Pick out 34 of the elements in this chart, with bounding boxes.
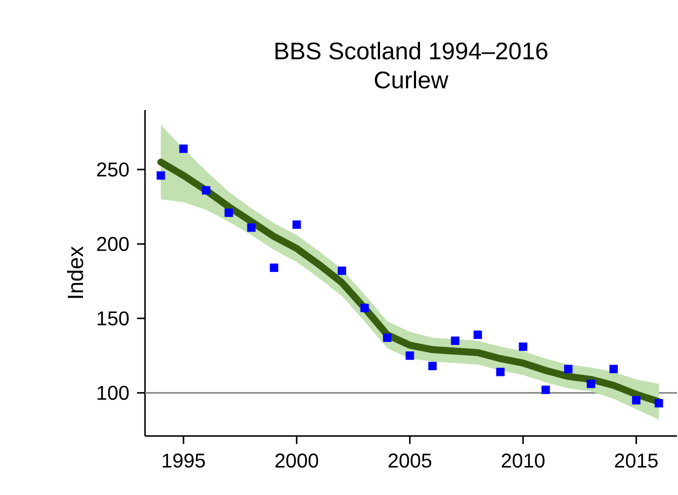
point xyxy=(179,144,188,153)
x-tick-label: 2015 xyxy=(615,454,658,468)
point xyxy=(406,351,414,360)
point xyxy=(450,336,460,345)
y-tick-label: 150 xyxy=(98,311,129,326)
point xyxy=(156,171,166,180)
point xyxy=(632,396,640,404)
point xyxy=(474,330,482,339)
point xyxy=(496,368,505,376)
point xyxy=(586,380,596,388)
x-tick-label: 2000 xyxy=(275,454,318,468)
point xyxy=(338,266,346,275)
point xyxy=(609,364,618,374)
x-tick-label: 1995 xyxy=(162,454,205,468)
point xyxy=(383,334,392,342)
point xyxy=(428,362,437,370)
point xyxy=(202,186,210,195)
point xyxy=(518,342,528,351)
point xyxy=(360,304,369,312)
y-tick-label: 100 xyxy=(98,386,129,400)
x-tick-label: 2005 xyxy=(388,454,432,468)
point xyxy=(654,399,664,408)
point xyxy=(270,264,278,272)
point xyxy=(224,208,233,217)
point xyxy=(292,220,301,229)
y-tick-label: 250 xyxy=(97,162,129,177)
chart-subtitle: Curlew xyxy=(374,70,448,88)
point xyxy=(541,386,550,394)
x-tick-label: 2010 xyxy=(502,454,545,468)
y-axis-title: Index xyxy=(67,246,84,298)
point xyxy=(564,364,573,374)
y-tick-label: 200 xyxy=(97,236,129,252)
point xyxy=(247,223,256,232)
chart-title: BBS Scotland 1994–2016 xyxy=(276,42,548,60)
